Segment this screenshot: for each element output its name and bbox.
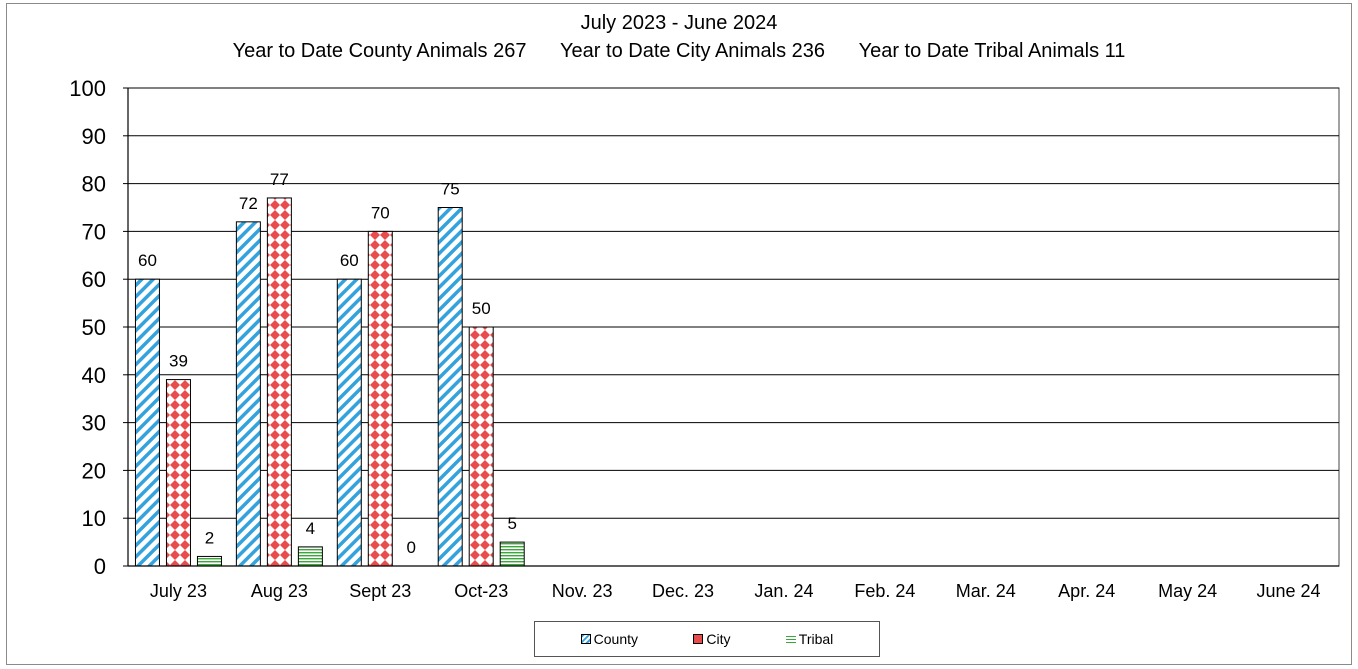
- legend-label-city: City: [706, 631, 731, 647]
- grid-layer: [127, 87, 1340, 567]
- legend-swatch-county: [580, 634, 591, 644]
- chart-title: July 2023 - June 2024: [580, 12, 778, 34]
- bar-tribal: [499, 541, 525, 567]
- data-label-tribal: 4: [306, 519, 315, 538]
- legend: County City Tribal: [534, 621, 880, 657]
- bar-city: [266, 197, 292, 567]
- y-tick-label: 0: [94, 554, 106, 579]
- bar-tribal: [297, 546, 323, 567]
- x-tick-label: Aug 23: [251, 581, 308, 601]
- x-tick-label: Nov. 23: [552, 581, 613, 601]
- bar-county: [336, 278, 362, 567]
- bar-county: [437, 207, 463, 567]
- y-tick-label: 60: [82, 267, 106, 292]
- x-tick-label: Oct-23: [454, 581, 508, 601]
- legend-label-county: County: [593, 631, 639, 647]
- data-label-city: 50: [472, 299, 491, 318]
- data-label-tribal: 2: [205, 528, 214, 547]
- y-tick-label: 100: [69, 76, 106, 101]
- data-label-county: 72: [239, 194, 258, 213]
- data-label-county: 60: [138, 251, 157, 270]
- ytd-county-label: Year to Date County Animals 267: [232, 40, 527, 62]
- x-tick-label: Mar. 24: [956, 581, 1016, 601]
- bar-city: [367, 230, 393, 567]
- x-tick-label: Feb. 24: [854, 581, 915, 601]
- data-label-city: 70: [371, 203, 390, 222]
- data-label-county: 75: [441, 180, 460, 199]
- data-label-city: 77: [270, 170, 289, 189]
- y-tick-label: 20: [82, 458, 106, 483]
- x-tick-label: Apr. 24: [1058, 581, 1115, 601]
- ytd-tribal-label: Year to Date Tribal Animals 11: [858, 40, 1126, 62]
- ytd-city-label: Year to Date City Animals 236: [560, 40, 826, 62]
- legend-swatch-tribal: [785, 635, 796, 643]
- bar-city: [468, 326, 494, 567]
- y-tick-label: 10: [82, 506, 106, 531]
- data-label-city: 39: [169, 352, 188, 371]
- y-tick-label: 40: [82, 363, 106, 388]
- legend-swatch-city: [693, 634, 704, 644]
- y-tick-label: 30: [82, 411, 106, 436]
- legend-label-tribal: Tribal: [798, 631, 834, 647]
- data-label-county: 60: [340, 251, 359, 270]
- bar-county: [235, 221, 261, 567]
- bar-tribal: [196, 555, 222, 567]
- chart-frame: [6, 3, 1352, 665]
- labels-layer: 60 72 60 75 39 77 70 50 2 4 0 5: [138, 170, 517, 557]
- legend-item-city: City: [693, 631, 730, 647]
- x-tick-label: Dec. 23: [652, 581, 714, 601]
- chart-subtitle: Year to Date County Animals 267 Year to …: [0, 40, 1358, 62]
- y-tick-label: 50: [82, 315, 106, 340]
- legend-item-tribal: Tribal: [785, 631, 834, 647]
- legend-item-county: County: [580, 631, 639, 647]
- y-tick-label: 80: [82, 172, 106, 197]
- bar-city: [165, 379, 191, 567]
- data-label-tribal: 0: [407, 538, 416, 557]
- x-tick-label: Jan. 24: [754, 581, 813, 601]
- bar-county: [134, 278, 160, 567]
- x-tick-label: May 24: [1158, 581, 1217, 601]
- y-tick-label: 70: [82, 219, 106, 244]
- x-tick-label: July 23: [150, 581, 207, 601]
- x-tick-label: Sept 23: [349, 581, 411, 601]
- bars-layer: [134, 197, 525, 567]
- y-tick-label: 90: [82, 124, 106, 149]
- data-label-tribal: 5: [507, 514, 516, 533]
- x-tick-label: June 24: [1257, 581, 1321, 601]
